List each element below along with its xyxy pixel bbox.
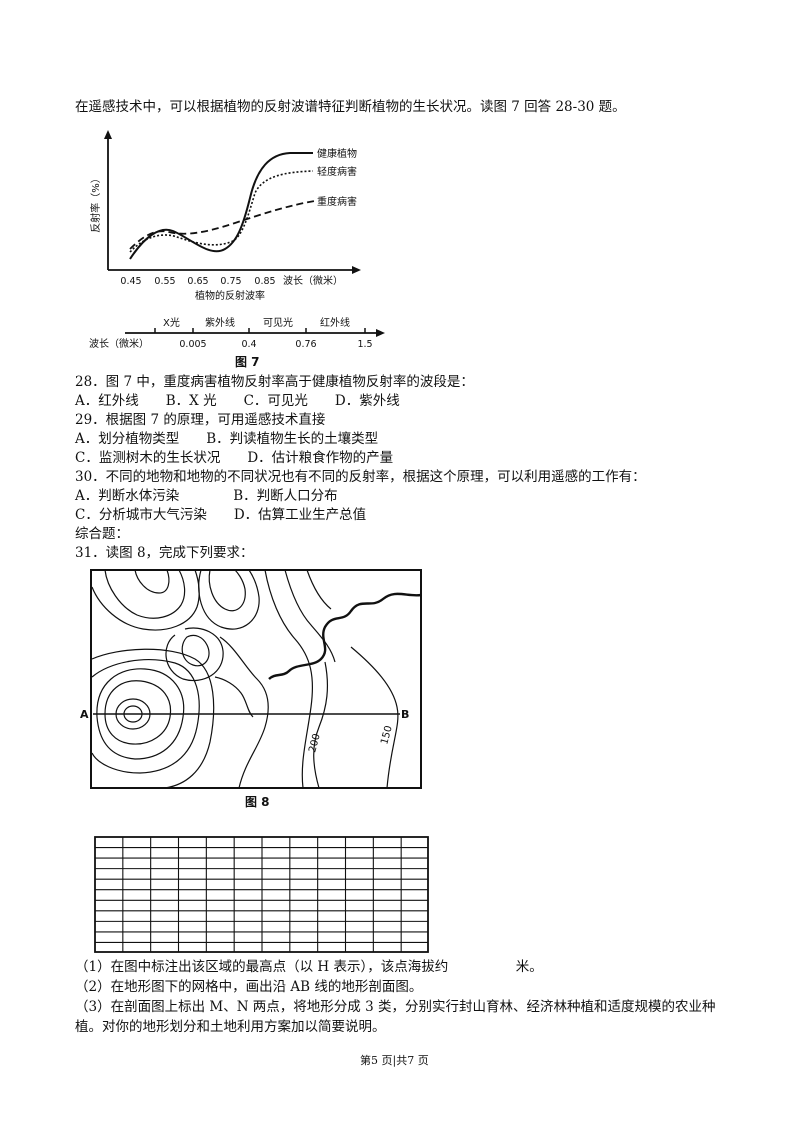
sub-question-3-line-1: （3）在剖面图上标出 M、N 两点，将地形分成 3 类，分别实行封山育林、经济林… — [75, 999, 716, 1015]
question-29-stem: 29．根据图 7 的原理，可用遥感技术直接 — [75, 412, 326, 428]
sub-question-1: （1）在图中标注出该区域的最高点（以 H 表示），该点海拔约 米。 — [75, 959, 543, 975]
sub-question-2: （2）在地形图下的网格中，画出沿 AB 线的地形剖面图。 — [75, 979, 423, 995]
question-30-options-2: C．分析城市大气污染 D．估算工业生产总值 — [75, 507, 367, 523]
band-xray: X光 — [163, 316, 180, 329]
band-visible: 可见光 — [263, 316, 293, 329]
contour-200 — [313, 661, 329, 789]
legend-severe: 重度病害 — [317, 195, 357, 208]
point-a-label: A — [80, 708, 89, 721]
map-frame — [90, 569, 422, 789]
question-30-options-1: A．判断水体污染 B．判断人口分布 — [75, 488, 338, 504]
sub-question-3-line-2: 植。对你的地形划分和土地利用方案加以简要说明。 — [75, 1019, 386, 1035]
band-tick-4: 1.5 — [357, 339, 372, 350]
y-axis-arrow — [104, 130, 112, 139]
band-infrared: 红外线 — [320, 316, 350, 329]
figure-7-caption: 图 7 — [235, 355, 260, 369]
band-axis-label: 波长（微米） — [89, 337, 149, 350]
band-uv: 紫外线 — [205, 316, 235, 329]
legend-healthy: 健康植物 — [317, 147, 357, 160]
contour-150 — [350, 646, 399, 789]
question-28-options: A．红外线 B．X 光 C．可见光 D．紫外线 — [75, 393, 400, 409]
intro-text: 在遥感技术中，可以根据植物的反射波谱特征判断植物的生长状况。读图 7 回答 28… — [75, 99, 626, 115]
contour-label-150: 150 — [379, 724, 395, 745]
band-tick-1: 0.005 — [179, 339, 206, 350]
band-tick-3: 0.76 — [295, 339, 316, 350]
legend-mild: 轻度病害 — [317, 165, 357, 178]
point-b-label: B — [401, 708, 409, 721]
question-30-stem: 30．不同的地物和地物的不同状况也有不同的反射率，根据这个原理，可以利用遥感的工… — [75, 469, 646, 485]
x-tick-2: 0.55 — [154, 276, 175, 287]
section-label: 综合题： — [75, 526, 129, 542]
question-29-options-2: C．监测树木的生长状况 D．估计粮食作物的产量 — [75, 450, 394, 466]
series-healthy-line — [129, 152, 313, 260]
series-mild-line — [129, 170, 314, 253]
page-footer: 第5 页|共7 页 — [360, 1054, 429, 1067]
x-tick-4: 0.75 — [220, 276, 241, 287]
question-31-stem: 31．读图 8，完成下列要求： — [75, 545, 254, 561]
x-tick-3: 0.65 — [187, 276, 208, 287]
x-tick-1: 0.45 — [120, 276, 141, 287]
figure-8-caption: 图 8 — [245, 795, 270, 809]
band-tick-2: 0.4 — [241, 339, 256, 350]
question-29-options-1: A．划分植物类型 B．判读植物生长的土壤类型 — [75, 431, 379, 447]
river — [268, 592, 422, 680]
band-axis-arrow — [376, 329, 385, 337]
question-28-stem: 28．图 7 中，重度病害植物反射率高于健康植物反射率的波段是： — [75, 374, 474, 390]
series-severe-line — [129, 200, 316, 250]
y-axis-label: 反射率（%） — [89, 173, 102, 233]
figure-8-contour-map: A B 200 150 图 8 — [80, 569, 422, 809]
x-tick-5: 0.85 — [254, 276, 275, 287]
x-axis-unit: 波长（微米） — [283, 274, 343, 287]
profile-grid[interactable] — [94, 836, 430, 954]
chart-subtitle: 植物的反射波率 — [195, 289, 265, 302]
x-axis-arrow — [352, 266, 361, 274]
figure-7-reflectance-chart: 反射率（%） 健康植物 轻度病害 重度病害 0.45 0.55 0.65 0.7… — [89, 130, 385, 369]
contour-label-200: 200 — [307, 732, 323, 753]
